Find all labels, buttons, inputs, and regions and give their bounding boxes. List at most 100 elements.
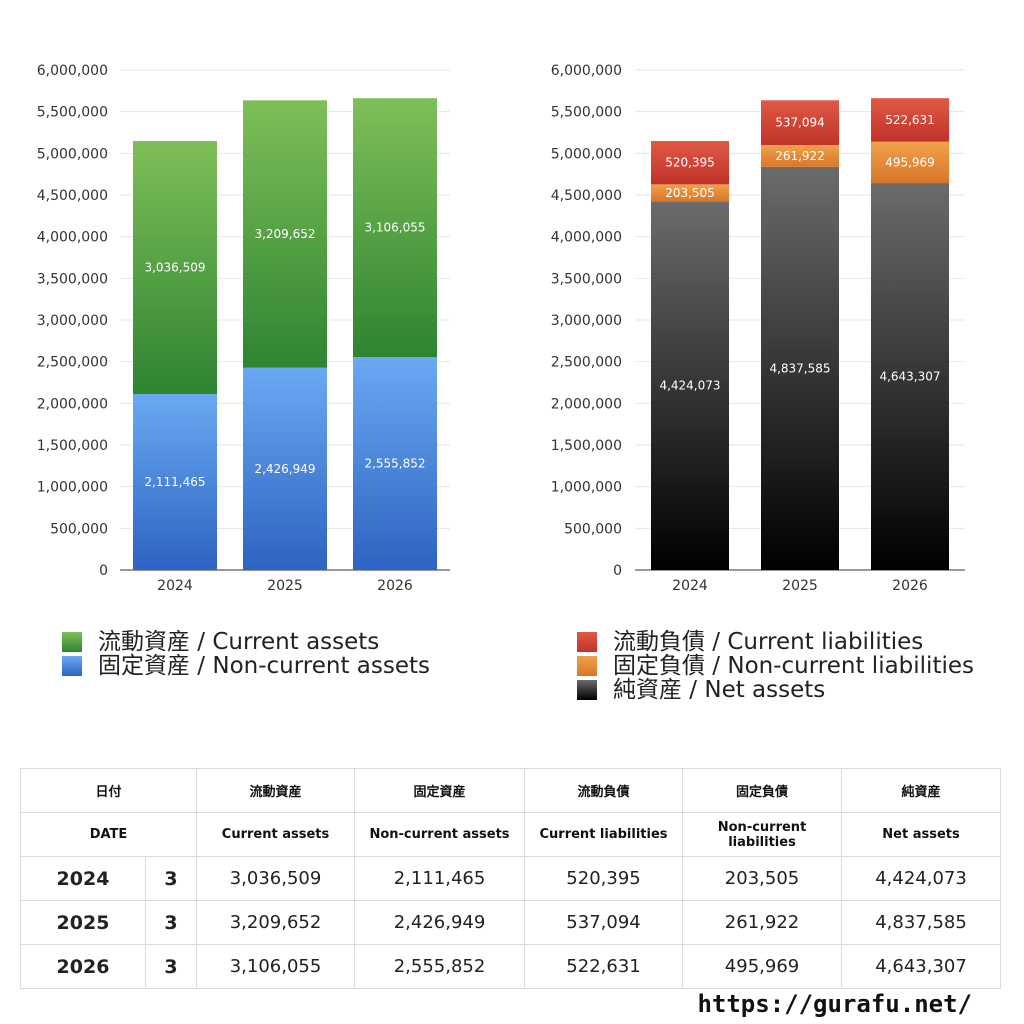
bar-current-liabilities-2024	[651, 141, 729, 185]
data-label: 4,643,307	[879, 370, 940, 384]
header-cell: 固定資産	[354, 768, 526, 813]
y-tick-label: 4,000,000	[551, 230, 622, 246]
data-label: 261,922	[775, 149, 825, 163]
count-cell: 3	[144, 900, 198, 945]
liabilities-netassets-chart: 0 500,000 1,000,000 1,500,000 2,000,000 2,500…	[551, 63, 965, 594]
y-tick-label: 500,000	[50, 521, 108, 537]
assets-legend: 流動資産 / Current assets 固定資産 / Non-current…	[62, 630, 430, 678]
y-tick-label: 5,500,000	[37, 105, 108, 121]
legend-item-current-liabilities: 流動負債 / Current liabilities	[577, 630, 974, 654]
y-tick-label: 4,000,000	[37, 230, 108, 246]
value-cell: 520,395	[524, 856, 684, 901]
x-tick-label: 2024	[672, 578, 708, 594]
legend-label: 流動資産 / Current assets	[98, 629, 380, 655]
bar-current-assets-2025	[243, 100, 327, 368]
y-tick-label: 5,000,000	[37, 146, 108, 162]
legend-swatch	[577, 632, 597, 652]
legend-item-current-assets: 流動資産 / Current assets	[62, 630, 430, 654]
value-cell: 203,505	[682, 856, 843, 901]
bar-non-current-liabilities-2026	[871, 141, 949, 184]
legend-item-non-current-liabilities: 固定負債 / Non-current liabilities	[577, 654, 974, 678]
y-tick-label: 6,000,000	[551, 63, 622, 79]
legend-swatch	[62, 656, 82, 676]
value-cell: 3,036,509	[196, 856, 356, 901]
header-cell: Non-current liabilities	[682, 812, 843, 857]
legend-label: 固定負債 / Non-current liabilities	[613, 653, 974, 679]
value-cell: 261,922	[682, 900, 843, 945]
header-cell: 日付	[19, 768, 197, 813]
bar-net-assets-2025	[761, 166, 839, 570]
year-cell: 2026	[20, 944, 146, 989]
header-cell: 固定負債	[682, 768, 843, 813]
y-tick-label: 1,500,000	[37, 438, 108, 454]
y-tick-label: 3,500,000	[37, 271, 108, 287]
y-tick-label: 3,000,000	[37, 313, 108, 329]
data-label: 203,505	[665, 186, 715, 200]
count-cell: 3	[144, 856, 198, 901]
bar-current-assets-2024	[133, 141, 217, 395]
bar-net-assets-2026	[871, 183, 949, 571]
data-label: 4,837,585	[769, 361, 830, 375]
data-label: 520,395	[665, 156, 715, 170]
bar-non-current-assets-2024	[133, 394, 217, 570]
y-tick-label: 5,500,000	[551, 105, 622, 121]
data-label: 3,036,509	[144, 261, 205, 275]
value-cell: 4,643,307	[841, 944, 1002, 989]
bar-current-liabilities-2025	[761, 100, 839, 146]
value-cell: 4,837,585	[841, 900, 1002, 945]
header-cell: 流動負債	[524, 768, 684, 813]
legend-label: 流動負債 / Current liabilities	[613, 629, 924, 655]
table-row: 2026 3 3,106,055 2,555,852 522,631 495,9…	[20, 944, 1002, 989]
assets-chart: 0 500,000 1,000,000 1,500,000 2,000,000 2,500…	[37, 63, 450, 594]
data-label: 3,209,652	[254, 227, 315, 241]
legend-item-net-assets: 純資産 / Net assets	[577, 678, 974, 702]
value-cell: 522,631	[524, 944, 684, 989]
y-tick-label: 3,500,000	[551, 271, 622, 287]
value-cell: 495,969	[682, 944, 843, 989]
table-row: 2024 3 3,036,509 2,111,465 520,395 203,5…	[20, 856, 1002, 901]
site-url: https://gurafu.net/	[697, 990, 972, 1018]
data-label: 495,969	[885, 155, 935, 169]
bar-non-current-assets-2026	[353, 357, 437, 570]
y-tick-label: 3,000,000	[551, 313, 622, 329]
data-label: 3,106,055	[364, 221, 425, 235]
header-cell: DATE	[19, 812, 198, 857]
value-cell: 2,111,465	[354, 856, 526, 901]
value-cell: 2,426,949	[354, 900, 526, 945]
y-tick-label: 0	[613, 563, 622, 579]
bar-current-assets-2026	[353, 98, 437, 358]
y-tick-label: 5,000,000	[551, 146, 622, 162]
header-cell: Net assets	[841, 812, 1002, 857]
data-label: 2,111,465	[144, 475, 205, 489]
value-cell: 3,209,652	[196, 900, 356, 945]
value-cell: 3,106,055	[196, 944, 356, 989]
legend-label: 固定資産 / Non-current assets	[98, 653, 431, 679]
value-cell: 2,555,852	[354, 944, 526, 989]
data-label: 537,094	[775, 116, 825, 130]
legend-swatch	[62, 632, 82, 652]
x-tick-label: 2025	[267, 578, 303, 594]
y-tick-label: 1,500,000	[551, 438, 622, 454]
y-tick-label: 1,000,000	[551, 480, 622, 496]
x-tick-label: 2025	[782, 578, 818, 594]
y-tick-label: 500,000	[564, 521, 622, 537]
y-tick-label: 4,500,000	[37, 188, 108, 204]
bar-non-current-assets-2025	[243, 367, 327, 570]
y-tick-label: 4,500,000	[551, 188, 622, 204]
liabilities-legend: 流動負債 / Current liabilities 固定負債 / Non-cu…	[577, 630, 974, 702]
data-label: 2,555,852	[364, 457, 425, 471]
y-tick-label: 0	[99, 563, 108, 579]
x-tick-label: 2026	[892, 578, 928, 594]
bar-non-current-liabilities-2025	[761, 145, 839, 167]
header-cell: 流動資産	[196, 768, 356, 813]
x-tick-label: 2024	[157, 578, 193, 594]
bar-non-current-liabilities-2024	[651, 184, 729, 202]
bar-net-assets-2024	[651, 201, 729, 570]
y-tick-label: 1,000,000	[37, 480, 108, 496]
header-cell: Current liabilities	[524, 812, 684, 857]
charts-area: 0 500,000 1,000,000 1,500,000 2,000,000 2,500…	[37, 63, 965, 594]
header-cell: Current assets	[196, 812, 356, 857]
x-tick-label: 2026	[377, 578, 413, 594]
count-cell: 3	[144, 944, 198, 989]
legend-item-non-current-assets: 固定資産 / Non-current assets	[62, 654, 430, 678]
